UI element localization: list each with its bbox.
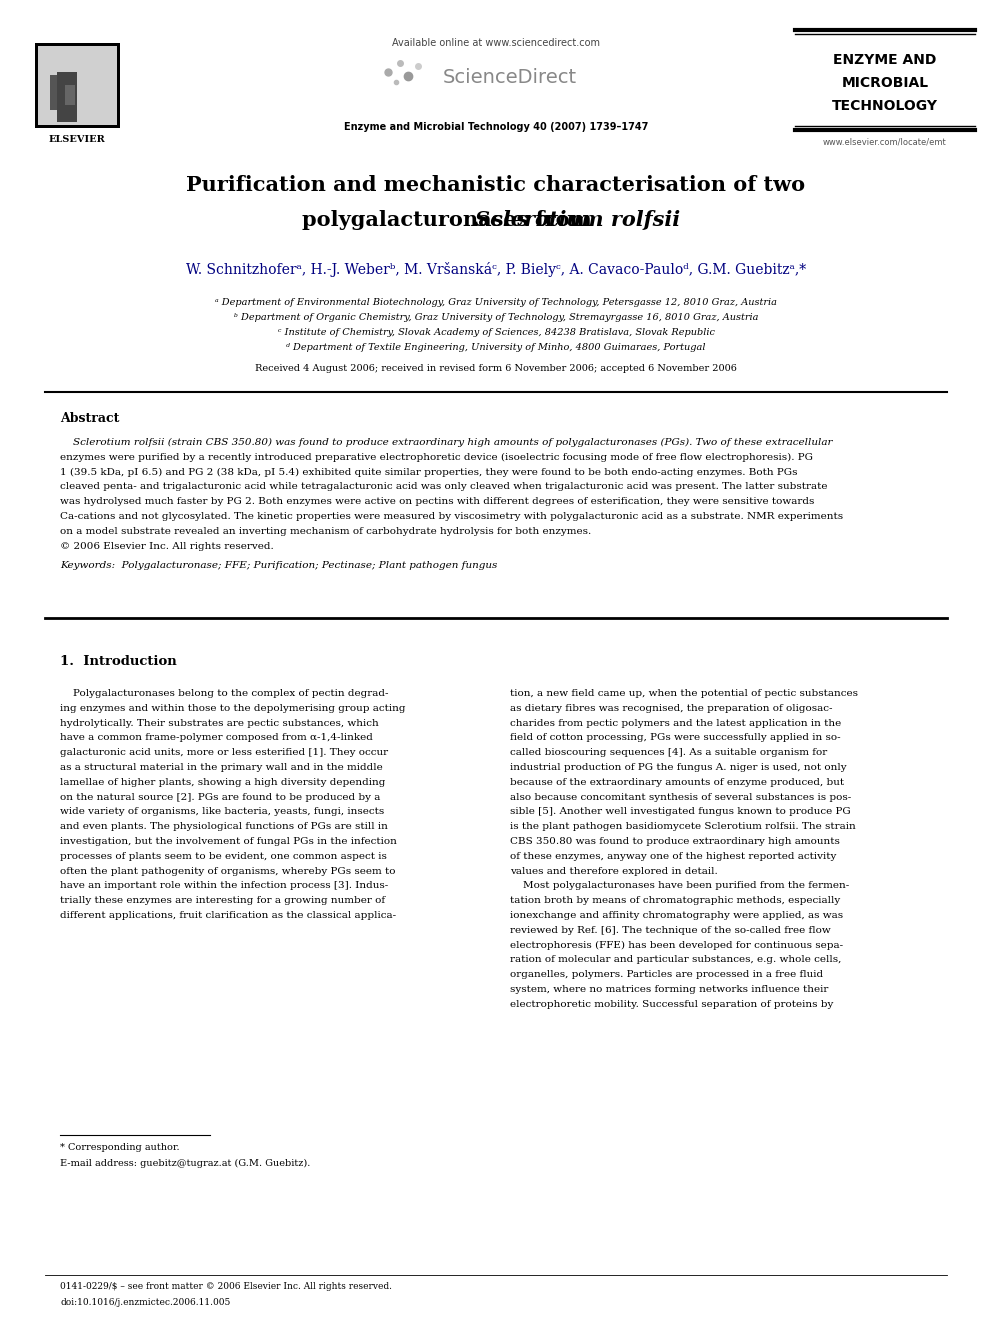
Text: Enzyme and Microbial Technology 40 (2007) 1739–1747: Enzyme and Microbial Technology 40 (2007…: [344, 122, 648, 132]
Text: polygalacturonases from: polygalacturonases from: [303, 210, 689, 230]
Text: different applications, fruit clarification as the classical applica-: different applications, fruit clarificat…: [60, 912, 396, 919]
Text: on a model substrate revealed an inverting mechanism of carbohydrate hydrolysis : on a model substrate revealed an inverti…: [60, 527, 591, 536]
Text: galacturonic acid units, more or less esterified [1]. They occur: galacturonic acid units, more or less es…: [60, 749, 388, 757]
Text: doi:10.1016/j.enzmictec.2006.11.005: doi:10.1016/j.enzmictec.2006.11.005: [60, 1298, 230, 1307]
Text: E-mail address: guebitz@tugraz.at (G.M. Guebitz).: E-mail address: guebitz@tugraz.at (G.M. …: [60, 1159, 310, 1168]
Text: www.elsevier.com/locate/emt: www.elsevier.com/locate/emt: [823, 138, 947, 147]
Text: * Corresponding author.: * Corresponding author.: [60, 1143, 180, 1152]
Text: MICROBIAL: MICROBIAL: [841, 75, 929, 90]
Text: ᶜ Institute of Chemistry, Slovak Academy of Sciences, 84238 Bratislava, Slovak R: ᶜ Institute of Chemistry, Slovak Academy…: [278, 328, 714, 337]
Text: also because concomitant synthesis of several substances is pos-: also because concomitant synthesis of se…: [510, 792, 851, 802]
Text: ENZYME AND: ENZYME AND: [833, 53, 936, 67]
Text: and even plants. The physiological functions of PGs are still in: and even plants. The physiological funct…: [60, 822, 388, 831]
Text: Ca-cations and not glycosylated. The kinetic properties were measured by viscosi: Ca-cations and not glycosylated. The kin…: [60, 512, 843, 521]
Text: was hydrolysed much faster by PG 2. Both enzymes were active on pectins with dif: was hydrolysed much faster by PG 2. Both…: [60, 497, 814, 507]
Text: W. Schnitzhoferᵃ, H.-J. Weberᵇ, M. Vršanskáᶜ, P. Bielyᶜ, A. Cavaco-Pauloᵈ, G.M. : W. Schnitzhoferᵃ, H.-J. Weberᵇ, M. Vršan…: [186, 262, 806, 277]
Text: ᵇ Department of Organic Chemistry, Graz University of Technology, Stremayrgasse : ᵇ Department of Organic Chemistry, Graz …: [234, 314, 758, 321]
Text: Keywords:  Polygalacturonase; FFE; Purification; Pectinase; Plant pathogen fungu: Keywords: Polygalacturonase; FFE; Purifi…: [60, 561, 497, 570]
Text: Sclerotium rolfsii (strain CBS 350.80) was found to produce extraordinary high a: Sclerotium rolfsii (strain CBS 350.80) w…: [60, 438, 832, 447]
Text: charides from pectic polymers and the latest application in the: charides from pectic polymers and the la…: [510, 718, 841, 728]
Text: industrial production of PG the fungus A. niger is used, not only: industrial production of PG the fungus A…: [510, 763, 846, 773]
Text: ᵈ Department of Textile Engineering, University of Minho, 4800 Guimaraes, Portug: ᵈ Department of Textile Engineering, Uni…: [287, 343, 705, 352]
Text: tion, a new field came up, when the potential of pectic substances: tion, a new field came up, when the pote…: [510, 689, 858, 699]
Text: enzymes were purified by a recently introduced preparative electrophoretic devic: enzymes were purified by a recently intr…: [60, 452, 813, 462]
Text: 1 (39.5 kDa, pI 6.5) and PG 2 (38 kDa, pI 5.4) exhibited quite similar propertie: 1 (39.5 kDa, pI 6.5) and PG 2 (38 kDa, p…: [60, 467, 798, 476]
Text: lamellae of higher plants, showing a high diversity depending: lamellae of higher plants, showing a hig…: [60, 778, 385, 787]
Text: because of the extraordinary amounts of enzyme produced, but: because of the extraordinary amounts of …: [510, 778, 844, 787]
Text: ScienceDirect: ScienceDirect: [443, 67, 577, 87]
Text: as a structural material in the primary wall and in the middle: as a structural material in the primary …: [60, 763, 383, 773]
Text: on the natural source [2]. PGs are found to be produced by a: on the natural source [2]. PGs are found…: [60, 792, 380, 802]
Text: ELSEVIER: ELSEVIER: [49, 135, 105, 144]
Text: have an important role within the infection process [3]. Indus-: have an important role within the infect…: [60, 881, 388, 890]
Text: system, where no matrices forming networks influence their: system, where no matrices forming networ…: [510, 986, 828, 994]
Text: have a common frame-polymer composed from α-1,4-linked: have a common frame-polymer composed fro…: [60, 733, 373, 742]
Text: Sclerotium rolfsii: Sclerotium rolfsii: [475, 210, 681, 230]
Text: reviewed by Ref. [6]. The technique of the so-called free flow: reviewed by Ref. [6]. The technique of t…: [510, 926, 830, 935]
Text: of these enzymes, anyway one of the highest reported activity: of these enzymes, anyway one of the high…: [510, 852, 836, 861]
Text: Polygalacturonases belong to the complex of pectin degrad-: Polygalacturonases belong to the complex…: [60, 689, 389, 699]
Bar: [50, 75, 65, 110]
Text: values and therefore explored in detail.: values and therefore explored in detail.: [510, 867, 718, 876]
Text: ionexchange and affinity chromatography were applied, as was: ionexchange and affinity chromatography …: [510, 912, 843, 919]
Text: trially these enzymes are interesting for a growing number of: trially these enzymes are interesting fo…: [60, 896, 385, 905]
Text: © 2006 Elsevier Inc. All rights reserved.: © 2006 Elsevier Inc. All rights reserved…: [60, 541, 274, 550]
Text: CBS 350.80 was found to produce extraordinary high amounts: CBS 350.80 was found to produce extraord…: [510, 837, 840, 845]
Text: 1.  Introduction: 1. Introduction: [60, 655, 177, 668]
Text: often the plant pathogenity of organisms, whereby PGs seem to: often the plant pathogenity of organisms…: [60, 867, 396, 876]
Bar: [65, 85, 75, 105]
Text: field of cotton processing, PGs were successfully applied in so-: field of cotton processing, PGs were suc…: [510, 733, 840, 742]
Text: Purification and mechanistic characterisation of two: Purification and mechanistic characteris…: [186, 175, 806, 194]
Text: called bioscouring sequences [4]. As a suitable organism for: called bioscouring sequences [4]. As a s…: [510, 749, 827, 757]
Text: TECHNOLOGY: TECHNOLOGY: [832, 99, 938, 112]
Text: Abstract: Abstract: [60, 411, 119, 425]
Text: Most polygalacturonases have been purified from the fermen-: Most polygalacturonases have been purifi…: [510, 881, 849, 890]
Text: ing enzymes and within those to the depolymerising group acting: ing enzymes and within those to the depo…: [60, 704, 406, 713]
Text: Received 4 August 2006; received in revised form 6 November 2006; accepted 6 Nov: Received 4 August 2006; received in revi…: [255, 364, 737, 373]
Bar: [38, 46, 117, 124]
Text: investigation, but the involvement of fungal PGs in the infection: investigation, but the involvement of fu…: [60, 837, 397, 845]
Text: is the plant pathogen basidiomycete Sclerotium rolfsii. The strain: is the plant pathogen basidiomycete Scle…: [510, 822, 856, 831]
Text: Available online at www.sciencedirect.com: Available online at www.sciencedirect.co…: [392, 38, 600, 48]
Text: cleaved penta- and trigalacturonic acid while tetragalacturonic acid was only cl: cleaved penta- and trigalacturonic acid …: [60, 483, 827, 491]
Text: wide variety of organisms, like bacteria, yeasts, fungi, insects: wide variety of organisms, like bacteria…: [60, 807, 384, 816]
Text: processes of plants seem to be evident, one common aspect is: processes of plants seem to be evident, …: [60, 852, 387, 861]
Text: 0141-0229/$ – see front matter © 2006 Elsevier Inc. All rights reserved.: 0141-0229/$ – see front matter © 2006 El…: [60, 1282, 392, 1291]
Bar: [57, 71, 77, 122]
Text: ᵃ Department of Environmental Biotechnology, Graz University of Technology, Pete: ᵃ Department of Environmental Biotechnol…: [215, 298, 777, 307]
Text: electrophoresis (FFE) has been developed for continuous sepa-: electrophoresis (FFE) has been developed…: [510, 941, 843, 950]
Text: electrophoretic mobility. Successful separation of proteins by: electrophoretic mobility. Successful sep…: [510, 1000, 833, 1009]
Text: as dietary fibres was recognised, the preparation of oligosac-: as dietary fibres was recognised, the pr…: [510, 704, 832, 713]
Text: hydrolytically. Their substrates are pectic substances, which: hydrolytically. Their substrates are pec…: [60, 718, 379, 728]
Text: sible [5]. Another well investigated fungus known to produce PG: sible [5]. Another well investigated fun…: [510, 807, 851, 816]
Bar: [35, 44, 120, 128]
Text: ration of molecular and particular substances, e.g. whole cells,: ration of molecular and particular subst…: [510, 955, 841, 964]
Text: tation broth by means of chromatographic methods, especially: tation broth by means of chromatographic…: [510, 896, 840, 905]
Text: organelles, polymers. Particles are processed in a free fluid: organelles, polymers. Particles are proc…: [510, 970, 823, 979]
